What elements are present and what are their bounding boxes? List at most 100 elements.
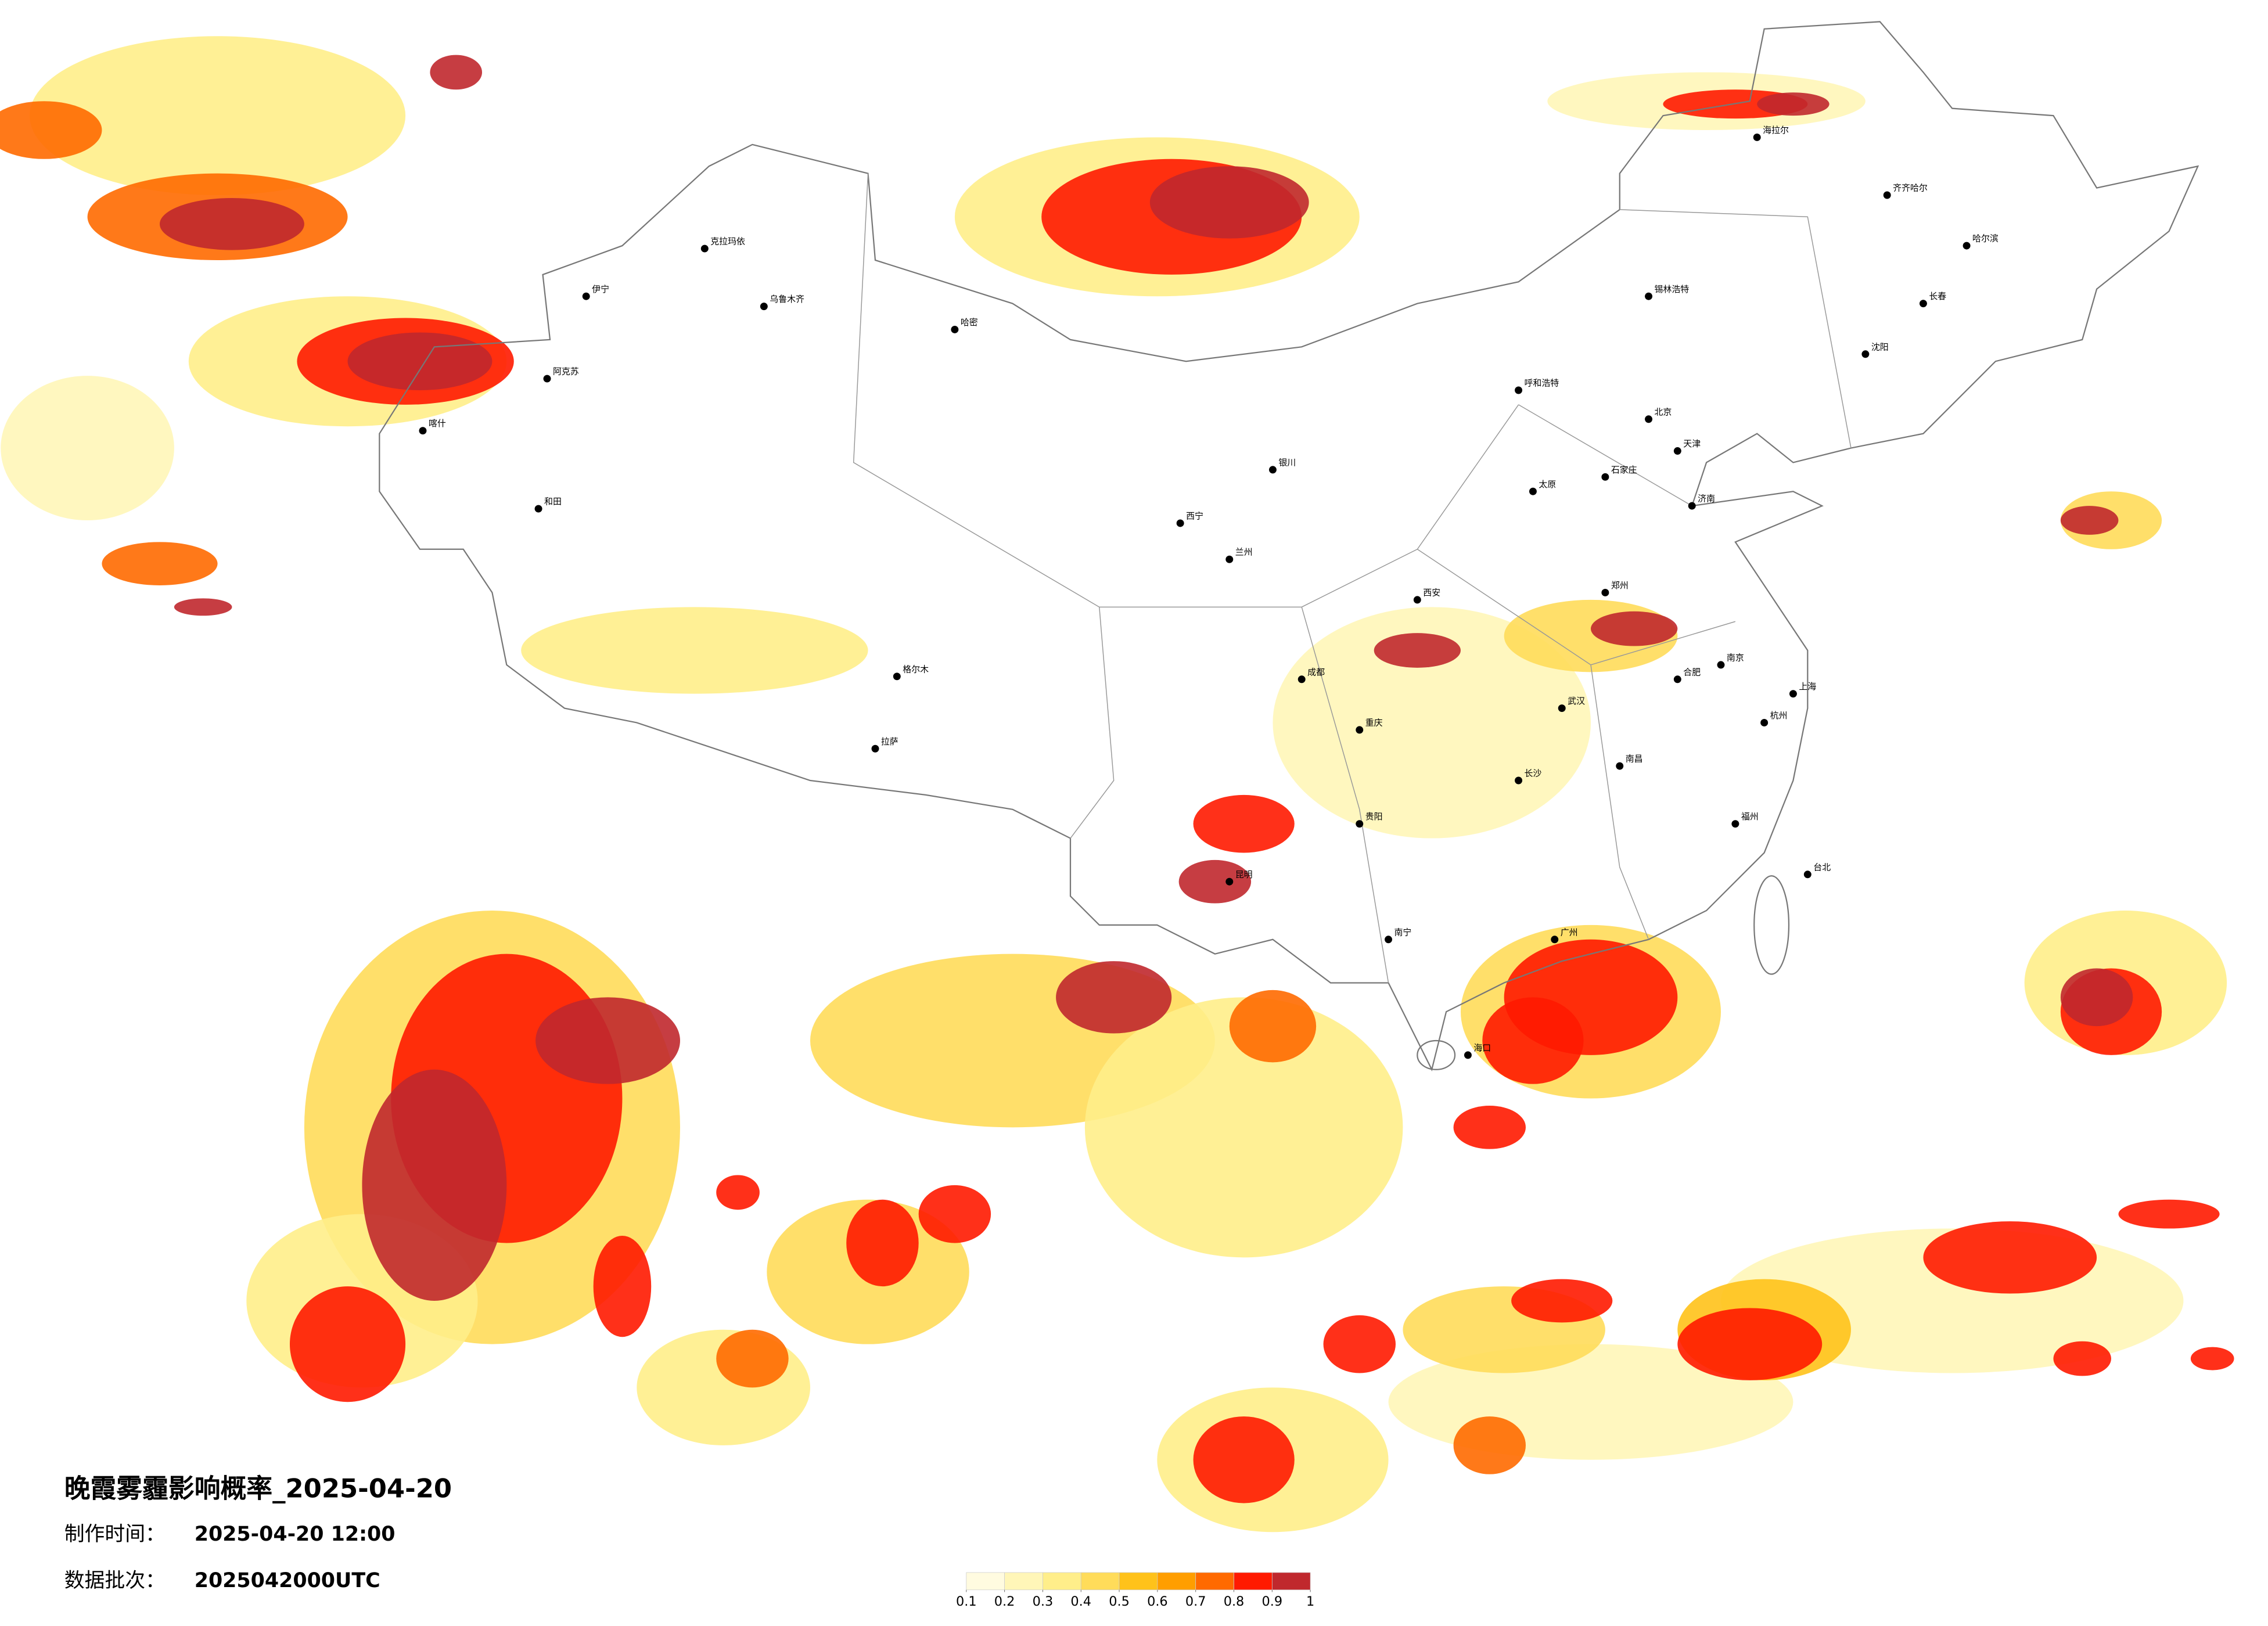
heat-patch [918,1185,991,1243]
city-label: 济南 [1698,494,1715,504]
heat-patch [1757,92,1830,116]
city-label: 贵阳 [1365,811,1383,822]
legend-swatch [1271,1572,1311,1591]
city-dot [1558,704,1566,713]
heat-patch [1084,997,1403,1258]
legend-tick-label: 0.1 [956,1594,977,1609]
heat-patch [1923,1221,2097,1294]
city-dot [1176,519,1184,527]
taiwan-outline [1753,875,1790,975]
legend-tick-label: 1 [1306,1594,1314,1609]
city-label: 北京 [1655,406,1672,417]
city-label: 哈尔滨 [1972,233,1999,244]
city-label: 西宁 [1186,511,1203,521]
city-dot [1731,820,1739,828]
city-dot [1515,386,1523,394]
legend-tick-label: 0.5 [1109,1594,1130,1609]
city-label: 石家庄 [1611,465,1637,475]
city-label: 拉萨 [881,736,898,747]
city-label: 阿克苏 [553,366,579,377]
heat-patch [1677,1308,1823,1380]
city-label: 长沙 [1525,768,1542,779]
city-dot [700,244,709,253]
legend-tick-label: 0.4 [1070,1594,1091,1609]
city-dot [1601,588,1609,596]
city-label: 格尔木 [903,664,929,674]
city-dot [1861,350,1870,358]
city-label: 伊宁 [592,284,609,294]
legend-tick-label: 0.3 [1033,1594,1054,1609]
heat-patch [2053,1341,2111,1376]
city-dot [1673,447,1681,455]
legend-tick-label: 0.2 [994,1594,1015,1609]
legend-swatch [1119,1572,1158,1591]
heat-patch [1453,1416,1526,1474]
heat-patch [2190,1347,2234,1370]
city-label: 上海 [1799,681,1816,692]
city-dot [1515,776,1523,785]
heat-patch [2060,968,2133,1027]
city-dot [1645,292,1653,300]
city-label: 南京 [1727,652,1744,663]
heat-patch [1453,1106,1526,1149]
city-label: 成都 [1307,667,1325,677]
heat-patch [535,997,680,1084]
city-label: 杭州 [1770,710,1788,721]
heat-patch [1590,611,1678,646]
legend-swatch [1080,1572,1120,1591]
city-label: 南昌 [1626,754,1643,764]
heat-patch [716,1329,789,1388]
city-dot [1297,675,1306,684]
heat-patch [1482,997,1584,1084]
city-dot [1225,555,1234,563]
city-label: 福州 [1741,811,1759,822]
heat-patch [1229,990,1317,1063]
city-dot [543,375,551,383]
heat-patch [289,1286,406,1402]
heat-patch [521,607,868,694]
city-dot [1673,675,1681,684]
city-label: 郑州 [1611,580,1629,591]
heat-patch [1149,166,1309,239]
city-label: 克拉玛依 [710,236,745,247]
legend-swatch [1234,1572,1273,1591]
legend-swatch [1004,1572,1043,1591]
heat-patch [2118,1199,2220,1229]
city-dot [1963,242,1971,250]
city-label: 广州 [1561,927,1578,937]
legend-tick-label: 0.6 [1147,1594,1168,1609]
heat-layer [0,36,2234,1533]
city-label: 南宁 [1394,927,1412,937]
map-title: 晚霞雾霾影响概率_2025-04-20 [64,1473,452,1503]
heat-patch [1178,859,1252,904]
city-label: 昆明 [1235,869,1253,880]
city-label: 重庆 [1365,717,1383,728]
city-dot [1717,661,1725,669]
heat-patch [1323,1315,1396,1373]
city-dot [1225,877,1234,886]
city-dot [1789,690,1797,698]
heat-patch [1511,1279,1613,1323]
city-label: 海口 [1473,1042,1491,1053]
batch-label: 数据批次： [64,1569,166,1592]
city-label: 海拉尔 [1763,125,1789,135]
city-label: 沈阳 [1871,341,1889,352]
heat-patch [846,1199,919,1287]
heat-patch [0,101,102,159]
hainan-outline [1417,1039,1456,1070]
heat-patch [159,197,304,250]
heat-patch [1193,1416,1295,1503]
city-dot [1753,133,1761,141]
city-dot [1529,487,1537,495]
city-dot [1601,473,1609,481]
china-outline [379,21,2199,1071]
legend-tick-label: 0.7 [1185,1594,1206,1609]
heat-patch [102,542,218,585]
city-dot [1616,762,1624,770]
heat-patch [362,1069,507,1301]
heat-patch [716,1175,760,1210]
city-label: 太原 [1539,479,1556,490]
heat-patch [2060,506,2119,535]
